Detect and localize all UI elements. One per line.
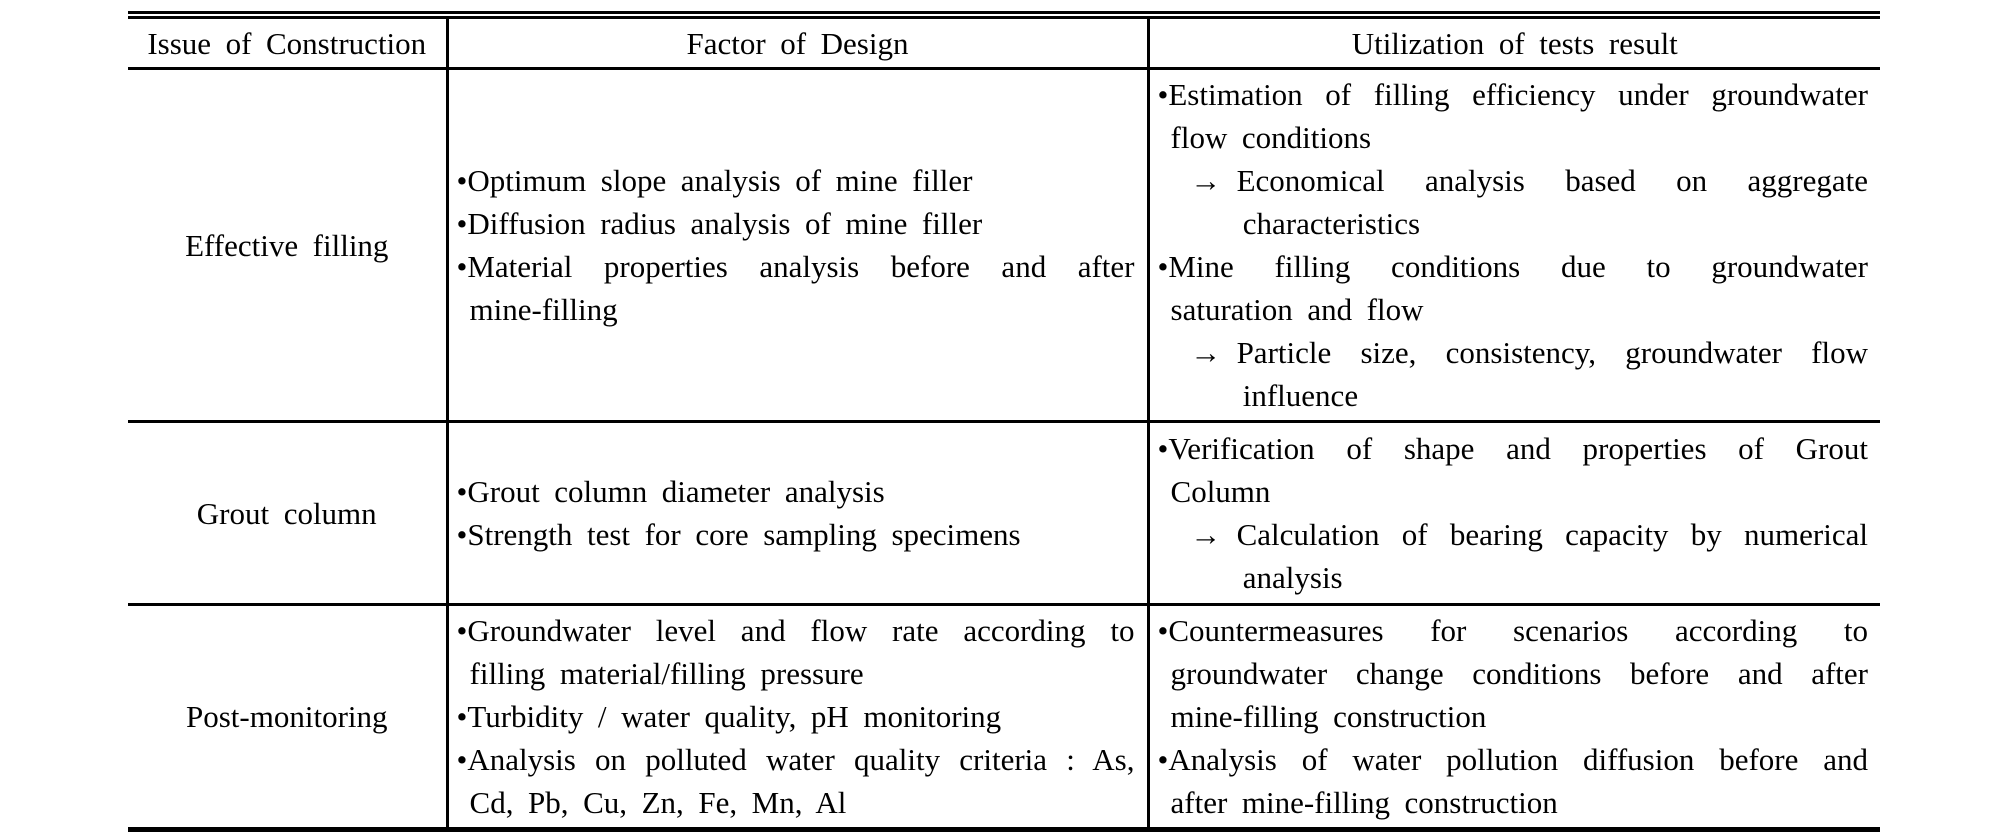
list-item: •Verification of shape and properties of… bbox=[1158, 427, 1869, 513]
column-header-factor: Factor of Design bbox=[445, 15, 1148, 70]
bullet-icon: • bbox=[1157, 77, 1169, 112]
bullet-icon: • bbox=[456, 163, 468, 198]
factor-text: Analysis on polluted water quality crite… bbox=[467, 742, 1135, 820]
table-row: Post-monitoring •Groundwater level and f… bbox=[128, 604, 1880, 830]
factor-cell: •Groundwater level and flow rate accordi… bbox=[445, 604, 1148, 830]
arrow-icon: → bbox=[1190, 517, 1222, 552]
list-item: •Groundwater level and flow rate accordi… bbox=[457, 609, 1135, 695]
bullet-icon: • bbox=[456, 249, 468, 284]
list-item: •Analysis of water pollution diffusion b… bbox=[1158, 738, 1869, 824]
utilization-text: Verification of shape and properties of … bbox=[1168, 431, 1868, 509]
factor-text: Material properties analysis before and … bbox=[467, 249, 1135, 327]
utilization-sub-text: Economical analysis based on aggregate c… bbox=[1236, 163, 1868, 241]
table-header-row: Issue of Construction Factor of Design U… bbox=[128, 15, 1880, 70]
list-item: •Estimation of filling efficiency under … bbox=[1158, 73, 1869, 159]
factor-text: Turbidity / water quality, pH monitoring bbox=[467, 699, 1002, 734]
list-item: •Strength test for core sampling specime… bbox=[457, 513, 1135, 556]
bullet-icon: • bbox=[456, 613, 468, 648]
factor-cell: •Optimum slope analysis of mine filler •… bbox=[445, 68, 1148, 422]
list-item: •Optimum slope analysis of mine filler bbox=[457, 159, 1135, 202]
issue-label: Effective filling bbox=[185, 227, 389, 263]
arrow-icon: → bbox=[1190, 163, 1222, 198]
bullet-icon: • bbox=[1157, 431, 1169, 466]
utilization-cell: •Countermeasures for scenarios according… bbox=[1146, 604, 1880, 830]
list-item: •Turbidity / water quality, pH monitorin… bbox=[457, 695, 1135, 738]
construction-issues-table: Issue of Construction Factor of Design U… bbox=[128, 11, 1880, 832]
bullet-icon: • bbox=[456, 742, 468, 777]
utilization-text: Analysis of water pollution diffusion be… bbox=[1168, 742, 1868, 820]
table-row: Grout column •Grout column diameter anal… bbox=[128, 421, 1880, 605]
table-row: Effective filling •Optimum slope analysi… bbox=[128, 68, 1880, 422]
utilization-text: Estimation of filling efficiency under g… bbox=[1168, 77, 1868, 155]
factor-text: Strength test for core sampling specimen… bbox=[467, 517, 1021, 552]
bullet-icon: • bbox=[456, 206, 468, 241]
list-item: •Material properties analysis before and… bbox=[457, 245, 1135, 331]
factor-text: Grout column diameter analysis bbox=[467, 474, 885, 509]
list-item: •Analysis on polluted water quality crit… bbox=[457, 738, 1135, 824]
bullet-icon: • bbox=[1157, 249, 1169, 284]
list-item: •Diffusion radius analysis of mine fille… bbox=[457, 202, 1135, 245]
factor-text: Diffusion radius analysis of mine filler bbox=[467, 206, 983, 241]
arrow-sub-item: → Particle size, consistency, groundwater… bbox=[1158, 331, 1868, 417]
bullet-icon: • bbox=[1157, 613, 1169, 648]
utilization-text: Countermeasures for scenarios according … bbox=[1168, 613, 1868, 734]
arrow-icon: → bbox=[1190, 335, 1222, 370]
bullet-icon: • bbox=[456, 517, 468, 552]
bullet-icon: • bbox=[1157, 742, 1169, 777]
bullet-icon: • bbox=[456, 474, 468, 509]
factor-cell: •Grout column diameter analysis •Strengt… bbox=[445, 421, 1148, 605]
issue-label: Grout column bbox=[196, 495, 377, 531]
list-item: •Countermeasures for scenarios according… bbox=[1158, 609, 1869, 738]
utilization-sub-text: Calculation of bearing capacity by numer… bbox=[1236, 517, 1868, 595]
utilization-text: Mine filling conditions due to groundwat… bbox=[1168, 249, 1868, 327]
factor-text: Groundwater level and flow rate accordin… bbox=[467, 613, 1135, 691]
utilization-sub-text: Particle size, consistency, groundwater … bbox=[1236, 335, 1868, 413]
arrow-sub-item: → Calculation of bearing capacity by nume… bbox=[1158, 513, 1868, 599]
column-header-issue: Issue of Construction bbox=[128, 15, 447, 70]
list-item: •Mine filling conditions due to groundwa… bbox=[1158, 245, 1869, 331]
arrow-sub-item: → Economical analysis based on aggregate … bbox=[1158, 159, 1868, 245]
bullet-icon: • bbox=[456, 699, 468, 734]
column-header-utilization: Utilization of tests result bbox=[1146, 15, 1880, 70]
utilization-cell: •Estimation of filling efficiency under … bbox=[1146, 68, 1880, 422]
list-item: •Grout column diameter analysis bbox=[457, 470, 1135, 513]
issue-label: Post-monitoring bbox=[185, 699, 388, 734]
factor-text: Optimum slope analysis of mine filler bbox=[467, 163, 973, 198]
utilization-cell: •Verification of shape and properties of… bbox=[1146, 421, 1880, 605]
